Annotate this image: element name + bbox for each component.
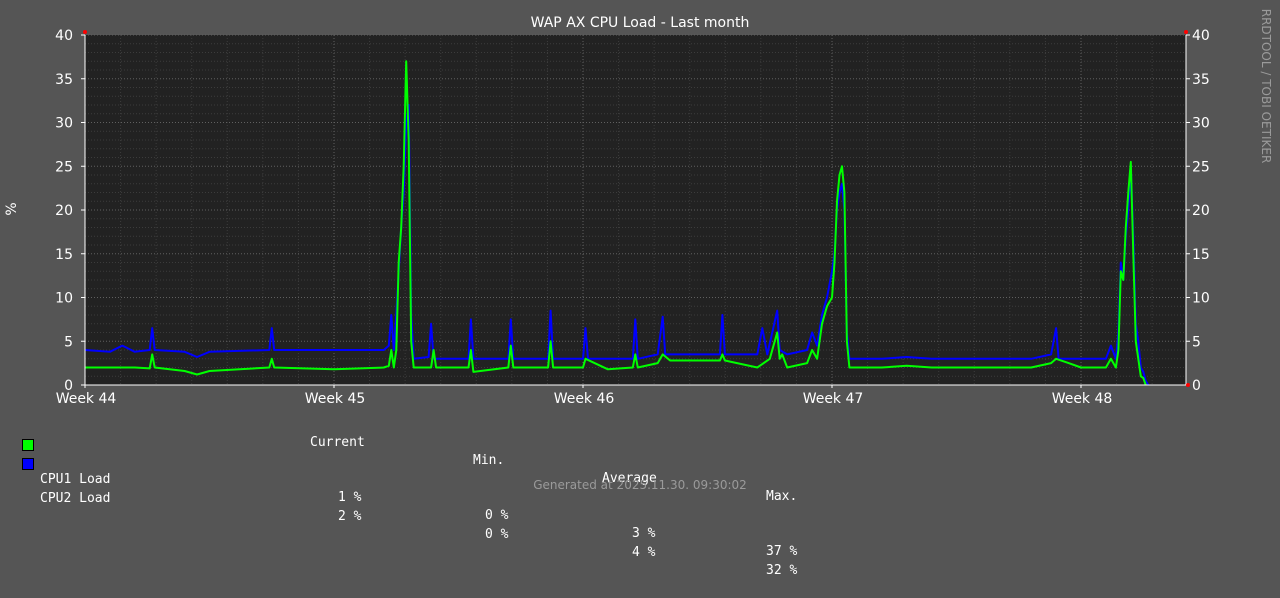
legend-value-min: 0 % bbox=[485, 527, 509, 542]
generated-timestamp: Generated at 2025.11.30. 09:30:02 bbox=[533, 478, 747, 492]
chart-title: WAP AX CPU Load - Last month bbox=[531, 15, 750, 31]
series-line-cpu1-load bbox=[85, 60, 1147, 386]
cpu2-color-swatch bbox=[22, 458, 34, 470]
legend-value-max: 32 % bbox=[766, 563, 798, 578]
y-tick-label: 5 bbox=[64, 334, 73, 350]
y-tick-label: 30 bbox=[55, 116, 73, 132]
y-tick-label: 10 bbox=[55, 291, 73, 307]
x-tick-label: Week 48 bbox=[1052, 391, 1113, 407]
legend-value-average: 4 % bbox=[632, 545, 656, 560]
cpu1-color-swatch bbox=[22, 439, 34, 451]
series-line-cpu2-load bbox=[84, 104, 1150, 386]
y-tick-label: 5 bbox=[1192, 334, 1201, 350]
y-tick-label: 25 bbox=[55, 159, 73, 175]
y-tick-label: 30 bbox=[1192, 116, 1210, 132]
legend-series-name: CPU2 Load bbox=[40, 491, 111, 506]
y-tick-label: 15 bbox=[55, 247, 73, 263]
legend-header-average: Average bbox=[602, 471, 657, 486]
y-tick-label: 35 bbox=[55, 72, 73, 88]
axis-arrow-marker bbox=[1186, 383, 1190, 387]
legend-value-average: 3 % bbox=[632, 526, 656, 541]
legend-value-current: 1 % bbox=[338, 490, 362, 505]
x-tick-label: Week 46 bbox=[554, 391, 615, 407]
cpu-load-chart: WAP AX CPU Load - Last month % RRDTOOL /… bbox=[4, 9, 1273, 407]
y-tick-label: 0 bbox=[64, 378, 73, 394]
x-tick-label: Week 47 bbox=[803, 391, 864, 407]
grid-lines bbox=[85, 34, 1186, 385]
y-axis-label: % bbox=[4, 202, 20, 215]
legend-row-cpu2: CPU2 Load 2 % 0 % 4 % 32 % bbox=[0, 454, 1280, 578]
legend-series-name: CPU1 Load bbox=[40, 472, 111, 487]
legend-value-max: 37 % bbox=[766, 544, 798, 559]
y-tick-label: 15 bbox=[1192, 247, 1210, 263]
y-axis-right-ticks: 0 5 10 15 20 25 30 35 40 bbox=[1186, 28, 1210, 394]
y-tick-label: 40 bbox=[55, 28, 73, 44]
y-tick-label: 10 bbox=[1192, 291, 1210, 307]
axis-arrow-marker bbox=[83, 30, 87, 34]
y-tick-label: 20 bbox=[1192, 203, 1210, 219]
x-tick-label: Week 45 bbox=[305, 391, 366, 407]
y-tick-label: 40 bbox=[1192, 28, 1210, 44]
legend-header-row: Current Min. Average Max. bbox=[0, 416, 1280, 504]
legend-value-current: 2 % bbox=[338, 509, 362, 524]
y-tick-label: 0 bbox=[1192, 378, 1201, 394]
legend-row-cpu1: CPU1 Load 1 % 0 % 3 % 37 % bbox=[0, 435, 1280, 559]
y-tick-label: 25 bbox=[1192, 159, 1210, 175]
legend-value-min: 0 % bbox=[485, 508, 509, 523]
axis-arrow-marker bbox=[1184, 30, 1188, 34]
watermark-text: RRDTOOL / TOBI OETIKER bbox=[1259, 9, 1273, 164]
y-axis-left-ticks: 0 5 10 15 20 25 30 35 40 bbox=[55, 28, 85, 394]
y-tick-label: 20 bbox=[55, 203, 73, 219]
legend-header-min: Min. bbox=[473, 453, 505, 468]
y-tick-label: 35 bbox=[1192, 72, 1210, 88]
x-axis-ticks: Week 44 Week 45 Week 46 Week 47 Week 48 bbox=[56, 385, 1113, 407]
legend-header-current: Current bbox=[310, 435, 365, 450]
x-tick-label: Week 44 bbox=[56, 391, 117, 407]
axes bbox=[83, 30, 1190, 387]
series-lines bbox=[84, 60, 1150, 386]
